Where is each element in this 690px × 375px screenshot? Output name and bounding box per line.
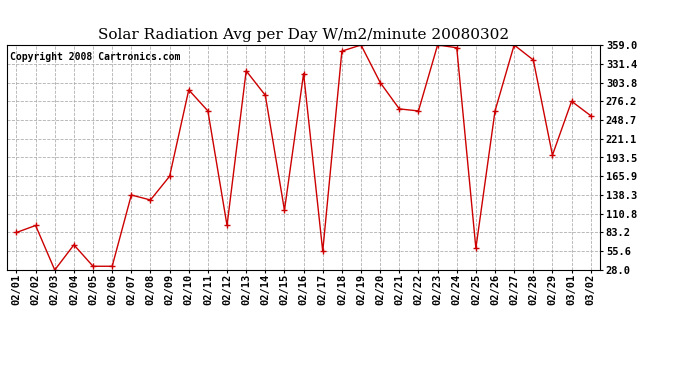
Title: Solar Radiation Avg per Day W/m2/minute 20080302: Solar Radiation Avg per Day W/m2/minute …: [98, 28, 509, 42]
Text: Copyright 2008 Cartronics.com: Copyright 2008 Cartronics.com: [10, 52, 180, 62]
